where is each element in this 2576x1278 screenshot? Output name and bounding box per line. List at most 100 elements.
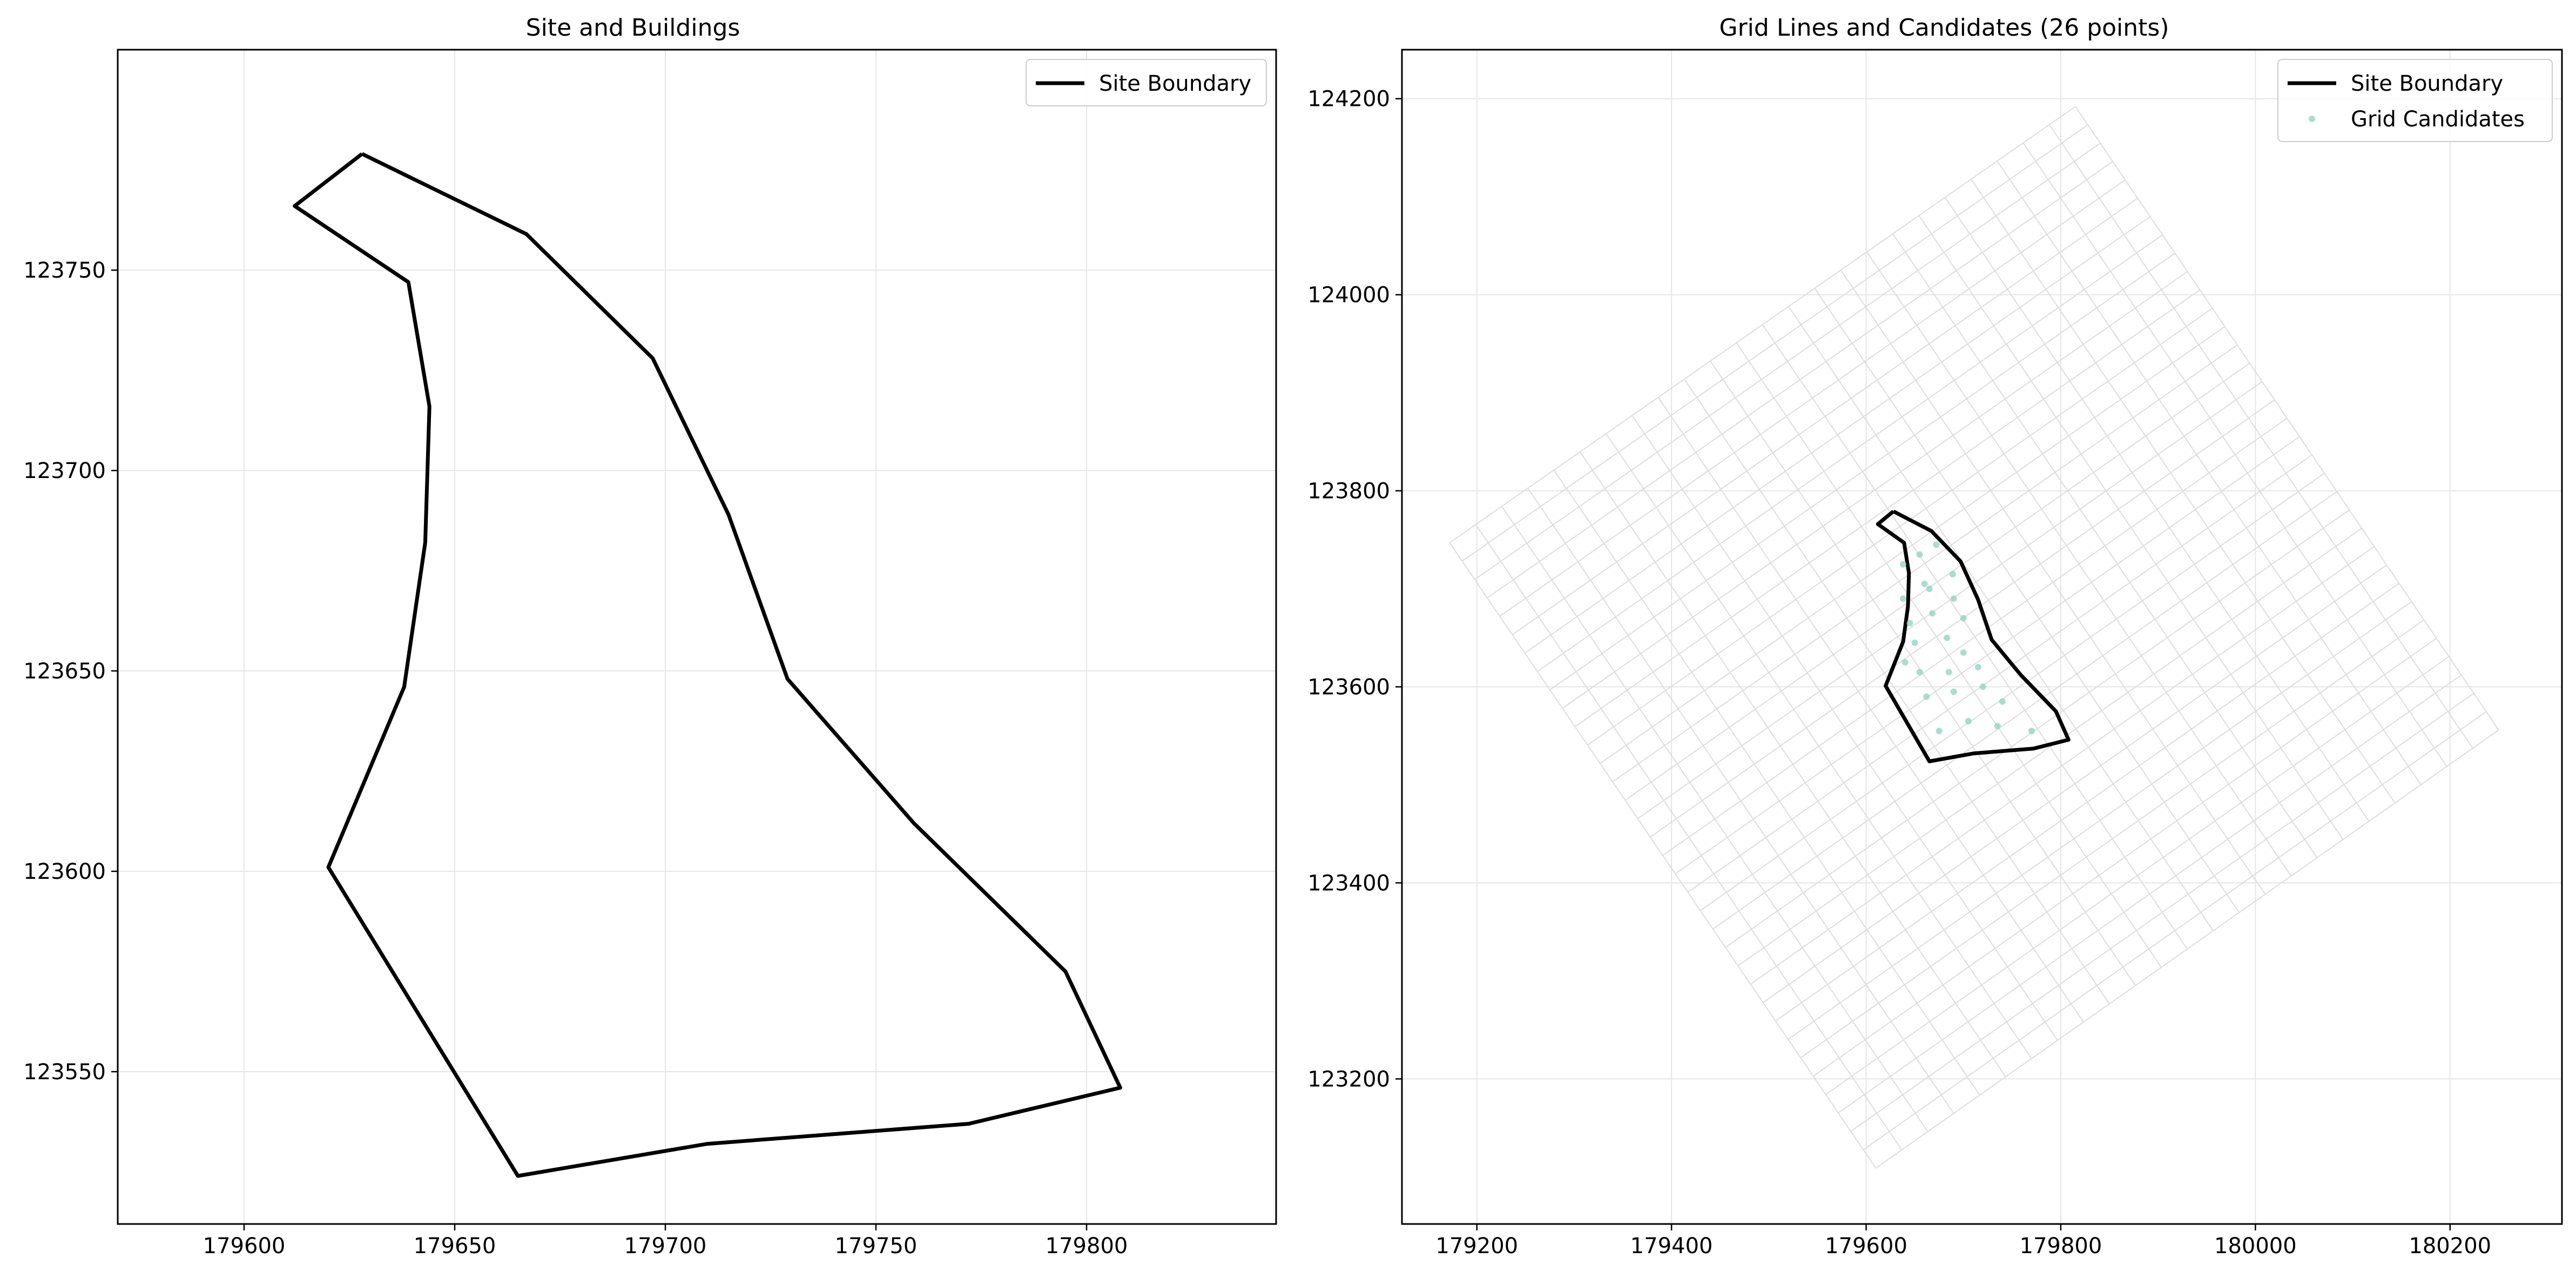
grid-line xyxy=(1461,124,2088,562)
grid-line xyxy=(1612,344,2238,783)
legend-box xyxy=(1026,59,1267,106)
x-tick-label: 179600 xyxy=(1825,1234,1907,1259)
grid-line xyxy=(1525,216,2150,654)
legend-label: Site Boundary xyxy=(1099,71,1251,96)
grid-line xyxy=(1624,362,2250,801)
site-buildings-panel: Site and Buildings 179600 179650 179700 179… xyxy=(23,14,1277,1259)
grid-line xyxy=(1712,491,2337,930)
grid-line xyxy=(1725,509,2350,948)
grid-candidate-point xyxy=(1944,634,1951,641)
grid-line xyxy=(1537,234,2163,672)
grid-line xyxy=(1675,436,2300,875)
site-boundary-line xyxy=(1876,509,2071,763)
x-tick-label: 179650 xyxy=(414,1234,496,1259)
grid-candidate-point xyxy=(1950,595,1957,602)
grid-line xyxy=(1825,656,2450,1095)
grid-candidate-point xyxy=(1906,620,1913,627)
grid-line xyxy=(1763,564,2387,1003)
grid-candidate-point xyxy=(1921,581,1928,588)
axis-ticks: 179200 179400 179600 179800 180000 180200 1232… xyxy=(1307,87,2491,1259)
grid-line xyxy=(1512,198,2138,635)
axis-ticks: 179600 179650 179700 179750 179800 123550 1236… xyxy=(23,258,1128,1259)
grid-line xyxy=(1775,583,2400,1021)
grid-line xyxy=(1863,711,2487,1151)
y-tick-label: 123750 xyxy=(23,258,106,283)
legend-box xyxy=(2277,59,2553,142)
grid-line xyxy=(1662,418,2288,856)
y-tick-label: 123550 xyxy=(23,1060,106,1085)
site-boundary-line xyxy=(293,152,1122,1178)
grid-line xyxy=(1449,542,1877,1169)
grid-candidate-point xyxy=(1974,664,1981,671)
axes-frame xyxy=(117,49,1277,1225)
grid-line xyxy=(1812,637,2437,1077)
gridlines xyxy=(1402,50,2562,1224)
panel-title: Grid Lines and Candidates (26 points) xyxy=(1719,14,2169,42)
y-tick-label: 124000 xyxy=(1307,283,1390,308)
grid-candidate-point xyxy=(1960,649,1967,656)
grid-candidate-point xyxy=(1923,693,1930,700)
axes-frame xyxy=(1401,49,2563,1225)
x-tick-label: 180000 xyxy=(2214,1234,2297,1259)
y-tick-label: 123400 xyxy=(1307,871,1390,896)
y-tick-label: 123600 xyxy=(23,859,106,884)
grid-candidate-point xyxy=(1929,610,1936,617)
grid-candidate-point xyxy=(1916,669,1923,676)
x-tick-label: 179800 xyxy=(2020,1234,2102,1259)
legend: Site Boundary xyxy=(1026,59,1267,106)
grid-line xyxy=(1800,619,2425,1059)
y-tick-label: 124200 xyxy=(1307,87,1390,112)
grid-candidate-point xyxy=(1911,639,1918,646)
legend-point-swatch xyxy=(2309,116,2315,122)
legend: Site Boundary Grid Candidates xyxy=(2277,59,2553,142)
x-tick-label: 179200 xyxy=(1435,1234,1518,1259)
grid-line xyxy=(1838,674,2462,1114)
grid-candidate-point xyxy=(1900,595,1907,602)
grid-line xyxy=(1600,326,2226,764)
y-tick-label: 123650 xyxy=(23,659,106,684)
x-tick-label: 179800 xyxy=(1046,1234,1128,1259)
grid-candidate-point xyxy=(1936,728,1943,735)
grid-candidate-point xyxy=(1960,615,1967,622)
grid-line xyxy=(1700,473,2325,911)
grid-line xyxy=(1737,528,2362,966)
grid-candidate-point xyxy=(1916,551,1923,558)
legend-label: Site Boundary xyxy=(2351,71,2503,96)
grid-line xyxy=(1750,546,2375,985)
grid-line xyxy=(1499,179,2126,617)
x-tick-label: 179400 xyxy=(1630,1234,1713,1259)
grid-candidate-point xyxy=(1950,688,1957,695)
grid-line xyxy=(1788,601,2412,1040)
y-tick-label: 123200 xyxy=(1307,1067,1390,1092)
x-tick-label: 180200 xyxy=(2409,1234,2491,1259)
x-tick-label: 179600 xyxy=(203,1234,286,1259)
grid-candidate-point xyxy=(1933,541,1940,548)
grid-line xyxy=(1876,729,2499,1169)
y-tick-label: 123800 xyxy=(1307,479,1390,504)
grid-candidate-point xyxy=(1900,561,1907,568)
grid-line xyxy=(1587,307,2213,746)
panel-title: Site and Buildings xyxy=(526,14,740,42)
grid-line xyxy=(1474,143,2101,580)
grid-candidate-point xyxy=(1949,570,1956,577)
gridlines xyxy=(118,50,1276,1224)
grid-candidate-point xyxy=(1945,669,1952,676)
grid-candidate-point xyxy=(2028,728,2035,735)
grid-candidates-panel: Grid Lines and Candidates (26 points) 17… xyxy=(1307,14,2563,1259)
grid-candidate-point xyxy=(1979,683,1986,690)
grid-candidate-point xyxy=(1901,659,1909,666)
grid-candidate-point xyxy=(1999,698,2006,705)
grid-line xyxy=(1637,381,2263,819)
grid-candidate-point xyxy=(1926,586,1933,593)
plot-content xyxy=(1876,509,2071,763)
grid-candidate-point xyxy=(1994,723,2001,730)
y-tick-label: 123700 xyxy=(23,459,106,483)
x-tick-label: 179700 xyxy=(624,1234,707,1259)
plot-content xyxy=(293,152,1122,1178)
grid-line xyxy=(1574,289,2201,728)
grid-line xyxy=(1549,252,2176,691)
grid-line xyxy=(1487,161,2113,598)
x-tick-label: 179750 xyxy=(835,1234,918,1259)
